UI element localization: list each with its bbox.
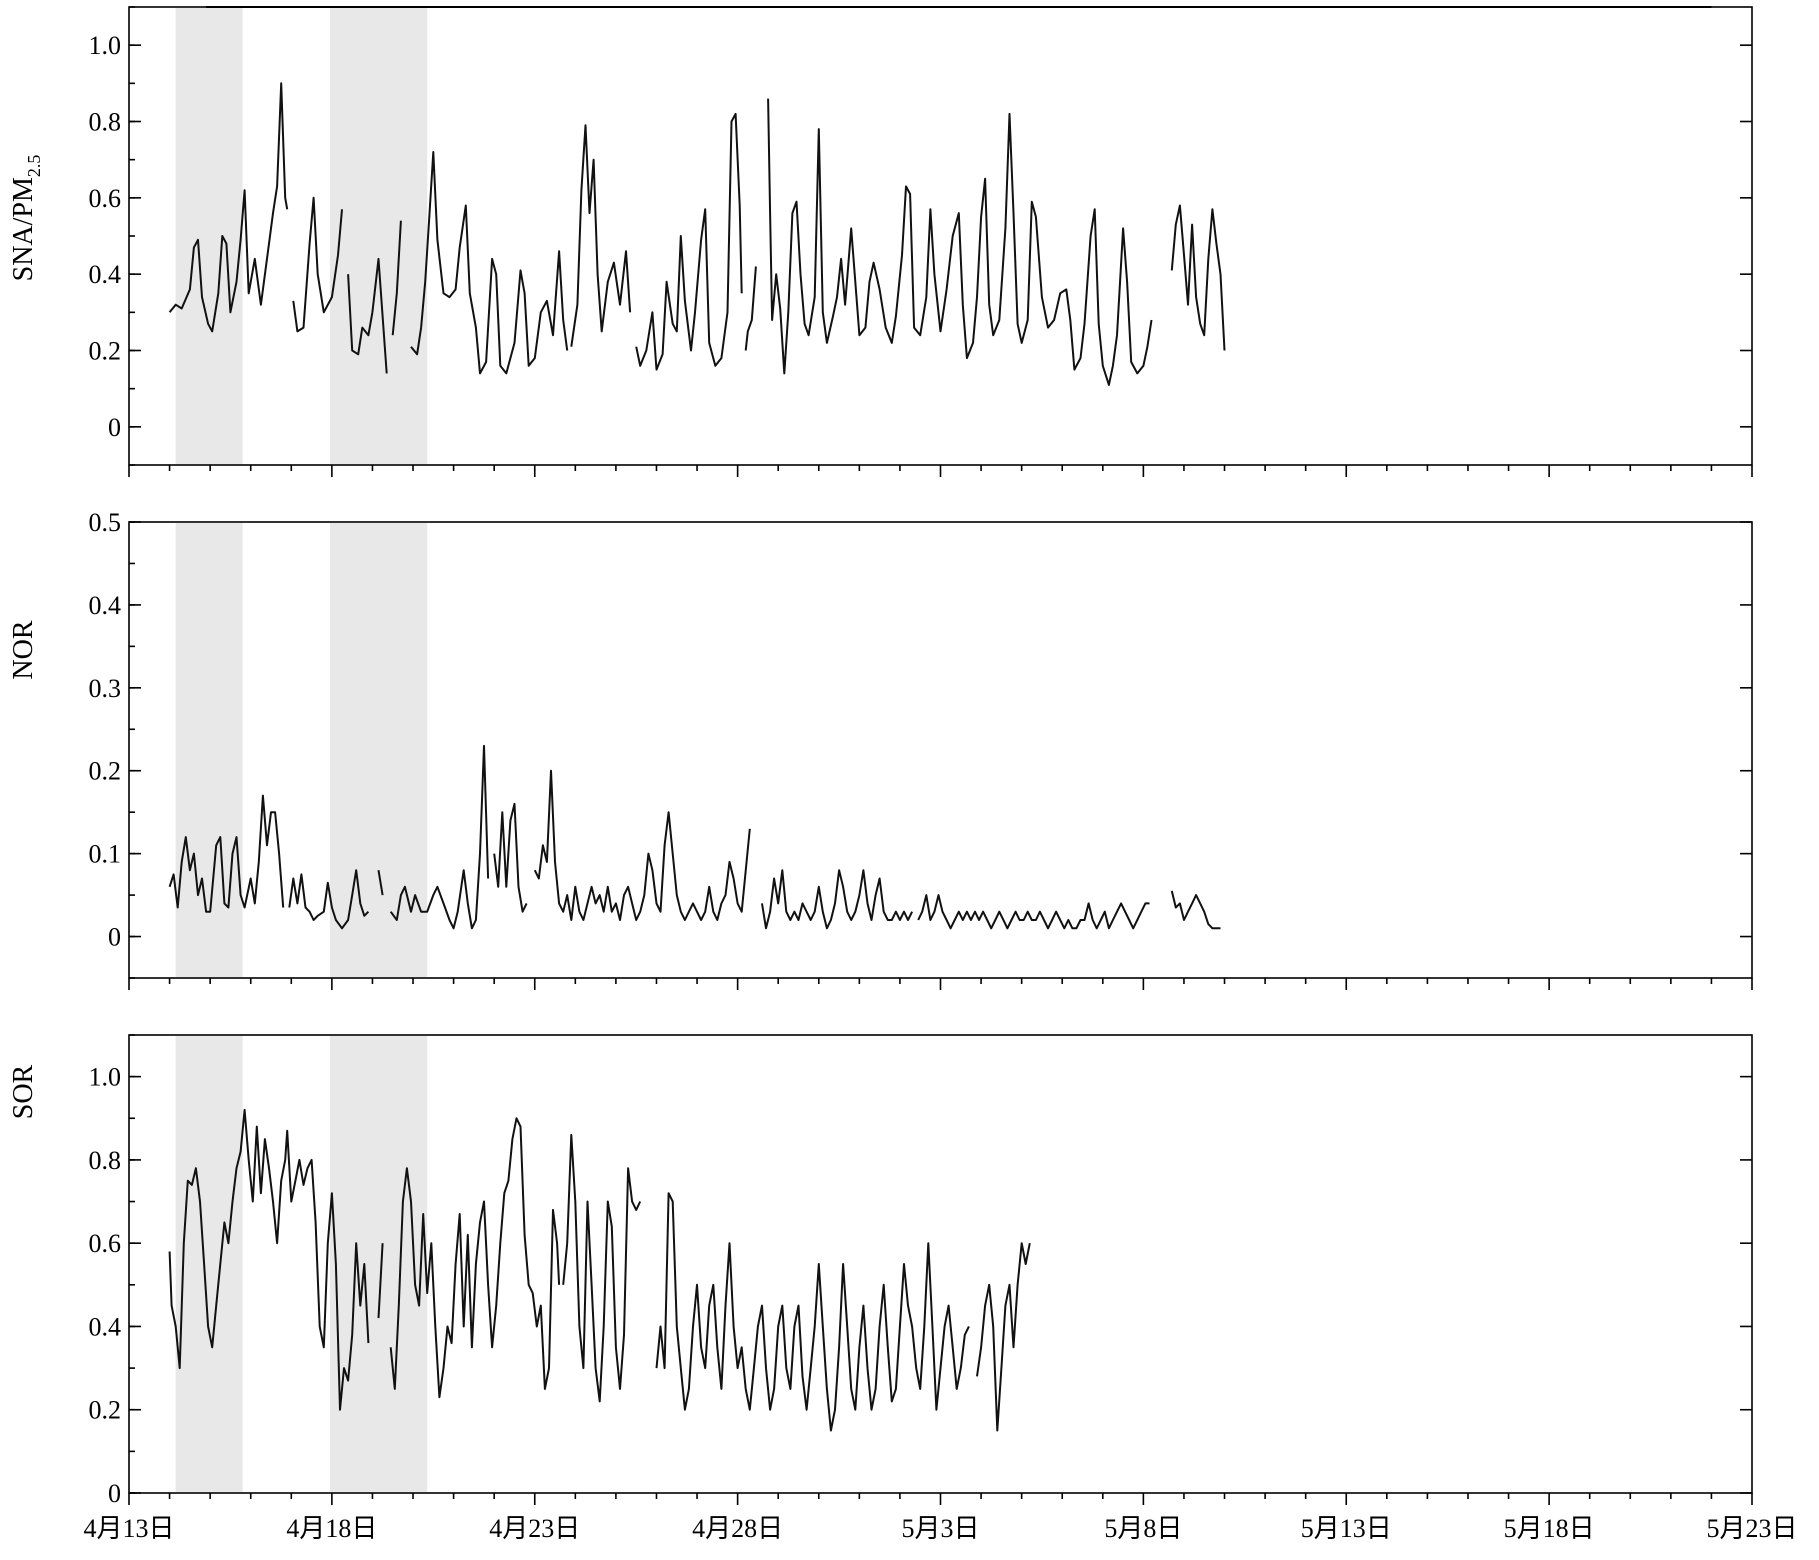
x-tick-label: 5月23日 — [1706, 1514, 1797, 1543]
y-tick-label: 0.1 — [89, 840, 122, 869]
x-axis-labels: 4月13日 4月18日 4月23日 4月28日 5月3日 5月8日 5月13日 5月18日 5月… — [83, 1514, 1797, 1543]
shaded-period-1 — [175, 523, 243, 977]
y-tick-label: 0.8 — [89, 108, 122, 137]
x-tick-label: 4月28日 — [692, 1514, 783, 1543]
series-line-segment-5 — [655, 1192, 970, 1432]
x-tick-label: 5月13日 — [1301, 1514, 1392, 1543]
y-axis-ticks: 0 0.2 0.4 0.6 0.8 1.0 — [89, 1034, 1752, 1508]
series-line-segment-7 — [761, 869, 913, 930]
y-tick-label: 0.3 — [89, 674, 122, 703]
series-line-segment-2 — [288, 869, 370, 930]
series-line-segment-4 — [389, 744, 490, 930]
shaded-period-2 — [329, 8, 428, 464]
shaded-periods — [175, 1036, 428, 1492]
y-tick-label: 0.4 — [89, 260, 122, 289]
y-tick-label: 0.4 — [89, 591, 122, 620]
shaded-periods — [175, 523, 428, 977]
y-tick-label: 0.8 — [89, 1146, 122, 1175]
y-tick-label: 0 — [108, 413, 121, 442]
series-line-segment-1 — [168, 1108, 370, 1411]
y-axis-ticks: 0 0.1 0.2 0.3 0.4 0.5 — [89, 508, 1752, 979]
shaded-period-1 — [175, 8, 243, 464]
series-line-segment-5 — [410, 151, 569, 375]
series-line-segment-3 — [347, 257, 388, 374]
panel-sna: 0 0.2 0.4 0.6 0.8 1.0 SNA/PM2.5 — [8, 6, 1753, 477]
series-line-segment-2 — [377, 1243, 384, 1319]
line-series — [168, 1108, 1031, 1432]
x-tick-label: 4月13日 — [83, 1514, 174, 1543]
x-axis-ticks — [128, 1493, 1753, 1505]
y-tick-label: 0.2 — [89, 1396, 122, 1425]
y-tick-label: 1.0 — [89, 1063, 122, 1092]
series-line-segment-6 — [976, 1242, 1031, 1432]
y-tick-label: 0.2 — [89, 337, 122, 366]
series-line-segment-7 — [635, 112, 743, 371]
x-tick-label: 5月3日 — [901, 1514, 979, 1543]
series-line-segment-4 — [391, 220, 402, 336]
series-line-segment-8 — [917, 894, 1150, 930]
series-line-segment-10 — [1170, 204, 1226, 351]
series-line-segment-1 — [168, 794, 285, 913]
series-line-segment-2 — [292, 196, 343, 333]
x-tick-label: 5月18日 — [1504, 1514, 1595, 1543]
y-tick-label: 0.6 — [89, 184, 122, 213]
x-tick-label: 4月23日 — [489, 1514, 580, 1543]
series-line-segment-5 — [493, 802, 528, 913]
line-series — [168, 744, 1221, 930]
line-series — [168, 82, 1226, 386]
x-tick-label: 5月8日 — [1104, 1514, 1182, 1543]
y-tick-label: 0 — [108, 1479, 121, 1508]
y-axis-title: SOR — [8, 1064, 39, 1119]
x-tick-label: 4月18日 — [286, 1514, 377, 1543]
shaded-periods — [175, 8, 428, 464]
panel-nor: 0 0.1 0.2 0.3 0.4 0.5 NOR — [8, 508, 1753, 990]
y-axis-title: SNA/PM2.5 — [8, 155, 44, 282]
shaded-period-2 — [329, 523, 428, 977]
series-line-segment-3 — [389, 1117, 561, 1399]
shaded-period-2 — [329, 1036, 428, 1492]
y-tick-label: 0.2 — [89, 757, 122, 786]
y-axis-ticks: 0 0.2 0.4 0.6 0.8 1.0 — [89, 6, 1752, 466]
y-tick-label: 0.6 — [89, 1229, 122, 1258]
panel-sor: 0 0.2 0.4 0.6 0.8 1.0 4月13日 4月18日 4月23日 4月28日 5月3… — [8, 1034, 1798, 1543]
x-axis-ticks — [128, 978, 1753, 990]
y-tick-label: 1.0 — [89, 31, 122, 60]
shaded-period-1 — [175, 1036, 243, 1492]
series-line-segment-3 — [377, 870, 384, 896]
series-line-segment-6 — [570, 124, 632, 347]
y-tick-label: 0 — [108, 923, 121, 952]
series-line-segment-8 — [744, 266, 757, 351]
series-line-segment-1 — [168, 82, 289, 333]
series-line-segment-9 — [1170, 890, 1221, 930]
series-line-segment-4 — [562, 1133, 642, 1403]
series-line-segment-9 — [767, 98, 1153, 386]
x-axis-ticks — [128, 465, 1753, 477]
y-tick-label: 0.4 — [89, 1312, 122, 1341]
y-tick-label: 0.5 — [89, 508, 122, 537]
series-line-segment-6 — [533, 769, 751, 921]
y-axis-title: NOR — [8, 620, 39, 679]
